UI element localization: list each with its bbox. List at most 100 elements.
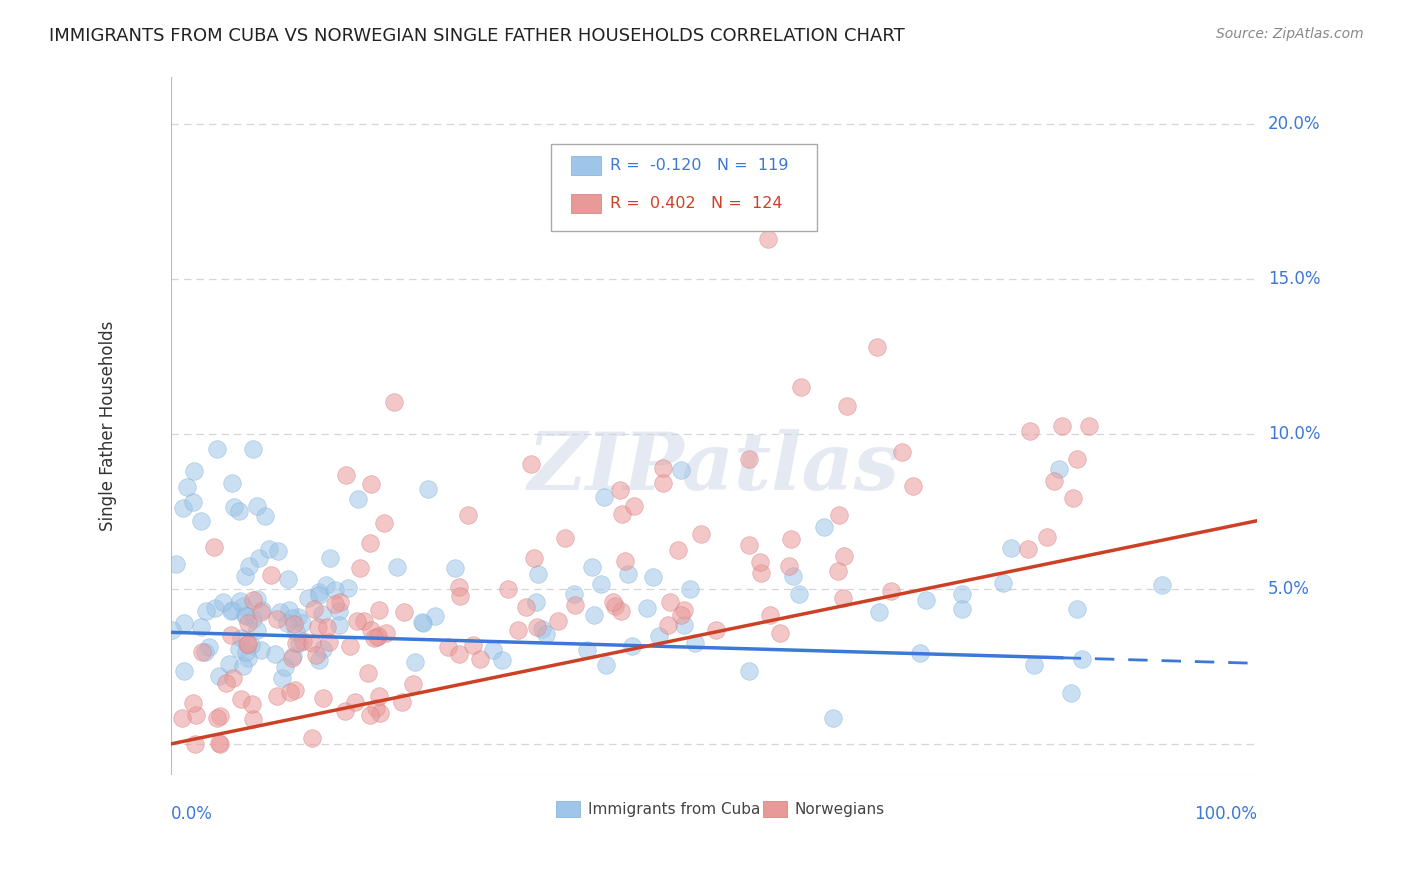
Point xyxy=(592,490,614,504)
Point xyxy=(260,568,283,582)
Point xyxy=(595,657,617,672)
Point xyxy=(673,602,696,616)
Point xyxy=(305,648,328,662)
Point xyxy=(651,460,673,475)
Point xyxy=(641,570,664,584)
Point xyxy=(903,479,925,493)
Point xyxy=(312,691,335,706)
Point xyxy=(1050,419,1073,434)
Point xyxy=(666,543,689,558)
Point xyxy=(449,589,471,603)
Point xyxy=(284,682,307,697)
Point xyxy=(183,464,205,478)
Point xyxy=(689,526,711,541)
Point xyxy=(496,582,519,596)
Point xyxy=(404,655,426,669)
Point xyxy=(276,616,298,631)
Point xyxy=(160,623,183,637)
Bar xyxy=(763,801,787,817)
Point xyxy=(328,604,350,618)
Point xyxy=(368,690,391,704)
Point xyxy=(291,616,314,631)
Point xyxy=(950,601,973,615)
Point xyxy=(190,620,212,634)
Point xyxy=(756,232,779,246)
Point xyxy=(195,604,218,618)
Point xyxy=(246,624,269,638)
Point xyxy=(194,644,217,658)
Point xyxy=(242,612,264,626)
Text: 100.0%: 100.0% xyxy=(1194,805,1257,823)
Point xyxy=(749,566,772,580)
Text: 0.0%: 0.0% xyxy=(172,805,212,823)
Point xyxy=(1066,602,1088,616)
Point xyxy=(368,603,391,617)
Point xyxy=(738,538,761,552)
Point xyxy=(385,560,408,574)
Point xyxy=(250,606,273,620)
Point xyxy=(208,735,231,749)
Point xyxy=(335,705,357,719)
FancyBboxPatch shape xyxy=(551,144,817,231)
Point xyxy=(266,612,288,626)
Point xyxy=(392,605,415,619)
Point xyxy=(202,541,225,555)
Point xyxy=(375,626,398,640)
Point xyxy=(1035,530,1057,544)
Point xyxy=(391,695,413,709)
Point xyxy=(444,561,467,575)
Point xyxy=(242,593,264,607)
Point xyxy=(242,442,264,457)
Point xyxy=(291,634,314,648)
Point xyxy=(205,711,228,725)
Point xyxy=(1000,541,1022,556)
Point xyxy=(447,580,470,594)
Point xyxy=(238,559,260,574)
Point xyxy=(235,609,257,624)
Point xyxy=(238,637,260,651)
Point xyxy=(602,595,624,609)
Point xyxy=(790,380,813,394)
Point xyxy=(270,671,292,685)
Point xyxy=(356,665,378,680)
Point xyxy=(207,669,229,683)
Point xyxy=(229,594,252,608)
Point xyxy=(364,701,387,715)
Point xyxy=(222,500,245,514)
Text: Norwegians: Norwegians xyxy=(794,802,884,816)
Point xyxy=(576,643,599,657)
Point xyxy=(416,483,439,497)
Point xyxy=(186,708,208,723)
Point xyxy=(267,543,290,558)
Point xyxy=(623,500,645,514)
Point xyxy=(367,628,389,642)
Point xyxy=(253,509,276,524)
Point xyxy=(263,647,285,661)
Text: Source: ZipAtlas.com: Source: ZipAtlas.com xyxy=(1216,27,1364,41)
Point xyxy=(221,603,243,617)
Point xyxy=(526,567,548,582)
Point xyxy=(235,645,257,659)
Point xyxy=(564,598,586,612)
Point xyxy=(636,600,658,615)
Point xyxy=(281,611,304,625)
Point xyxy=(610,604,633,618)
Point xyxy=(832,549,855,563)
Point xyxy=(617,566,640,581)
Point xyxy=(335,468,357,483)
Point xyxy=(288,636,311,650)
Point xyxy=(366,630,388,644)
Point xyxy=(198,640,221,654)
Point xyxy=(1022,658,1045,673)
Point xyxy=(652,476,675,491)
Point xyxy=(1150,578,1173,592)
Point xyxy=(336,581,359,595)
Text: R =  0.402   N =  124: R = 0.402 N = 124 xyxy=(610,196,782,211)
Point xyxy=(205,442,228,457)
Text: 10.0%: 10.0% xyxy=(1268,425,1320,443)
Point xyxy=(273,659,295,673)
Point xyxy=(346,615,368,629)
Text: 5.0%: 5.0% xyxy=(1268,580,1310,598)
Text: 15.0%: 15.0% xyxy=(1268,270,1320,288)
Point xyxy=(221,476,243,491)
